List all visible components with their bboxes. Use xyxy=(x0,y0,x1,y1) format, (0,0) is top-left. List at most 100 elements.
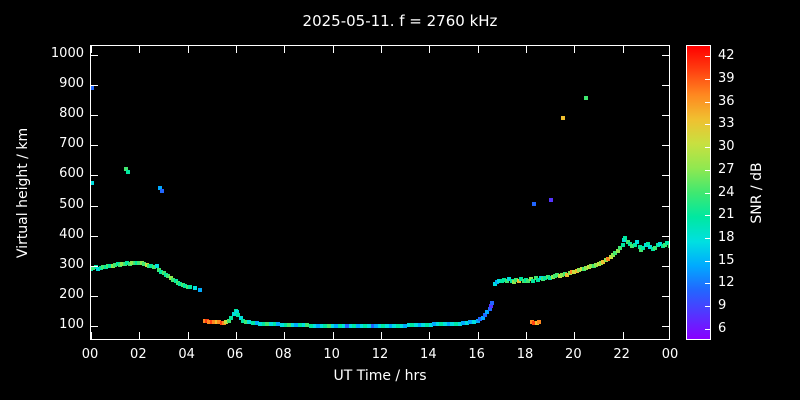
x-tick-label: 16 xyxy=(468,347,485,362)
data-point xyxy=(553,274,557,279)
data-point xyxy=(443,322,448,327)
data-point xyxy=(323,323,328,328)
data-point xyxy=(655,243,660,248)
data-point xyxy=(646,242,651,247)
data-point xyxy=(265,322,270,327)
data-point xyxy=(115,262,120,267)
colorbar-tick-label: 30 xyxy=(718,139,735,155)
y-tick-mark xyxy=(91,175,98,177)
data-point xyxy=(122,261,127,266)
data-point xyxy=(549,198,554,203)
data-point xyxy=(410,323,415,328)
data-point xyxy=(632,243,637,248)
data-point xyxy=(301,323,306,328)
data-point xyxy=(180,283,185,288)
data-point xyxy=(490,301,495,306)
data-point xyxy=(478,317,483,322)
data-point xyxy=(528,277,533,282)
x-tick-mark xyxy=(429,332,431,339)
data-point xyxy=(641,246,646,251)
data-point xyxy=(618,246,623,251)
chart-title: 2025-05-11. f = 2760 kHz xyxy=(302,12,498,30)
data-point xyxy=(457,321,462,326)
data-point xyxy=(212,320,217,325)
data-point xyxy=(579,267,584,272)
data-point xyxy=(586,265,591,270)
x-tick-mark xyxy=(91,332,92,339)
data-point xyxy=(461,321,466,326)
data-point xyxy=(589,264,594,269)
y-tick-mark xyxy=(91,85,98,87)
data-point xyxy=(475,318,480,323)
x-tick-mark xyxy=(139,332,141,339)
data-point xyxy=(156,268,161,273)
x-tick-label: 02 xyxy=(130,347,147,362)
data-point xyxy=(151,265,156,270)
data-point xyxy=(319,323,324,328)
data-point xyxy=(543,276,548,281)
data-point xyxy=(229,315,234,320)
data-point xyxy=(613,251,618,256)
data-point xyxy=(658,242,663,247)
data-point xyxy=(511,280,516,285)
data-point xyxy=(561,116,566,121)
data-point xyxy=(569,270,574,275)
x-tick-mark xyxy=(187,332,189,339)
data-point xyxy=(124,166,129,171)
data-point xyxy=(98,266,103,271)
data-point xyxy=(207,319,212,324)
data-point xyxy=(550,275,555,280)
x-tick-mark xyxy=(91,46,92,53)
y-tick-label: 700 xyxy=(59,136,84,152)
y-tick-mark xyxy=(662,235,669,237)
y-tick-label: 400 xyxy=(59,226,84,242)
data-point xyxy=(352,323,357,328)
data-point xyxy=(294,323,299,328)
data-point xyxy=(530,320,535,325)
data-point xyxy=(620,243,625,248)
colorbar-tick-label: 36 xyxy=(718,93,735,109)
data-point xyxy=(521,278,526,283)
y-tick-mark xyxy=(91,115,98,117)
data-point xyxy=(538,275,543,280)
data-point xyxy=(290,323,295,328)
data-point xyxy=(188,285,193,290)
colorbar-tick-label: 12 xyxy=(718,275,735,291)
y-tick-mark xyxy=(91,145,98,147)
data-point xyxy=(247,320,252,325)
data-point xyxy=(236,313,241,318)
x-tick-label: 14 xyxy=(420,347,437,362)
data-point xyxy=(577,268,582,273)
y-tick-mark xyxy=(662,115,669,117)
colorbar-tick-mark xyxy=(705,56,710,58)
data-point xyxy=(385,323,390,328)
data-point xyxy=(185,284,190,289)
data-point xyxy=(492,281,497,286)
x-axis-label: UT Time / hrs xyxy=(333,368,427,384)
data-point xyxy=(93,265,98,270)
data-point xyxy=(370,323,375,328)
x-tick-label: 22 xyxy=(613,347,630,362)
data-point xyxy=(524,278,528,283)
colorbar-tick-mark xyxy=(705,283,710,285)
data-point xyxy=(643,243,648,248)
data-point xyxy=(403,323,408,328)
x-tick-label: 00 xyxy=(661,347,679,362)
x-tick-mark xyxy=(526,332,527,339)
x-tick-mark xyxy=(429,46,431,53)
data-point xyxy=(91,265,96,270)
x-tick-label: 12 xyxy=(371,347,389,362)
data-point xyxy=(414,323,419,328)
x-tick-mark xyxy=(381,332,382,339)
data-point xyxy=(345,323,350,328)
data-point xyxy=(560,272,565,277)
data-point xyxy=(509,278,514,283)
data-point xyxy=(406,323,411,328)
colorbar-tick-label: 42 xyxy=(718,48,735,64)
x-tick-mark xyxy=(477,332,479,339)
y-tick-mark xyxy=(91,55,98,57)
data-point xyxy=(157,186,162,191)
data-point xyxy=(650,247,655,252)
x-tick-mark xyxy=(332,332,334,339)
data-point xyxy=(258,321,263,326)
